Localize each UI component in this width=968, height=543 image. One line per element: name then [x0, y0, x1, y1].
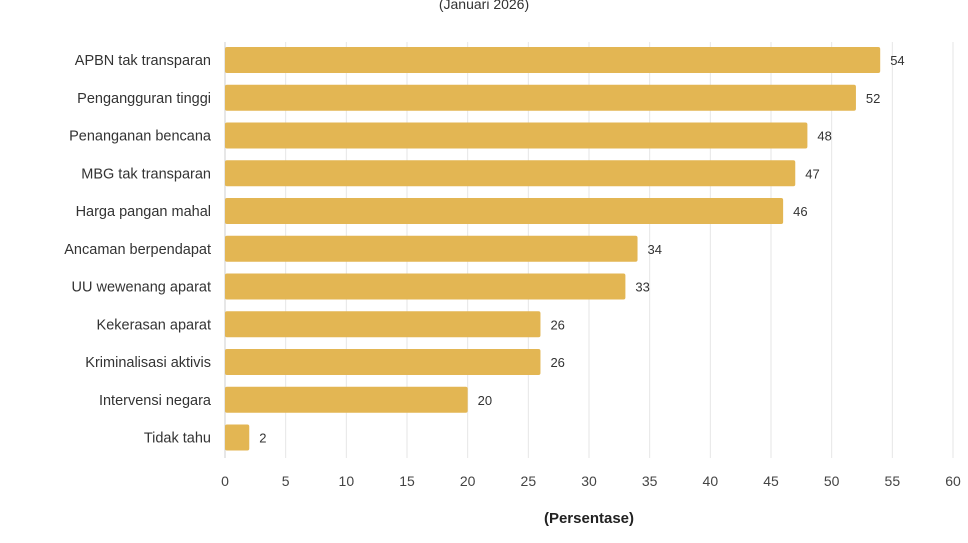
bar [225, 311, 541, 338]
category-label: Pengangguran tinggi [77, 91, 211, 107]
value-label: 33 [635, 280, 649, 295]
bars [225, 47, 881, 451]
category-label: Harga pangan mahal [76, 204, 211, 220]
value-label: 26 [550, 355, 564, 370]
x-tick-label: 60 [945, 473, 961, 489]
bar [225, 160, 796, 187]
category-label: Tidak tahu [144, 431, 211, 447]
x-tick-label: 5 [282, 473, 290, 489]
category-label: MBG tak transparan [81, 166, 211, 182]
value-label: 2 [259, 431, 266, 446]
value-label: 52 [866, 91, 880, 106]
bar [225, 386, 468, 413]
value-label: 54 [890, 53, 904, 68]
bar [225, 273, 626, 300]
x-tick-label: 10 [339, 473, 355, 489]
category-label: Intervensi negara [99, 393, 212, 409]
bar [225, 84, 856, 111]
value-label: 34 [648, 242, 662, 257]
x-tick-label: 55 [885, 473, 901, 489]
value-label: 48 [817, 129, 831, 144]
bar [225, 235, 638, 262]
bar [225, 47, 881, 73]
category-label: UU wewenang aparat [72, 280, 211, 296]
x-tick-label: 40 [703, 473, 719, 489]
value-label: 26 [550, 317, 564, 332]
x-tick-label: 35 [642, 473, 658, 489]
category-label: APBN tak transparan [75, 53, 211, 69]
bar [225, 198, 784, 224]
chart-subtitle: (Januari 2026) [438, 0, 530, 12]
x-tick-label: 25 [521, 473, 537, 489]
x-tick-label: 45 [763, 473, 779, 489]
x-tick-label: 30 [581, 473, 597, 489]
bar [225, 122, 808, 149]
x-tick-label: 20 [460, 473, 476, 489]
value-labels: 54 52 48 47 46 34 33 26 26 20 2 [259, 53, 904, 446]
category-labels: APBN tak transparan Pengangguran tinggi Pe… [64, 53, 212, 447]
x-tick-labels: 0 5 10 15 20 25 30 35 40 45 50 55 60 [221, 473, 961, 489]
category-label: Kekerasan aparat [97, 317, 211, 333]
value-label: 46 [793, 204, 807, 219]
category-label: Penanganan bencana [69, 129, 212, 145]
x-tick-label: 50 [824, 473, 840, 489]
x-tick-label: 15 [399, 473, 415, 489]
bar [225, 424, 250, 451]
value-label: 20 [478, 393, 492, 408]
category-label: Kriminalisasi aktivis [85, 355, 211, 371]
bar [225, 349, 541, 375]
value-label: 47 [805, 166, 819, 181]
category-label: Ancaman berpendapat [64, 242, 211, 258]
x-tick-label: 0 [221, 473, 229, 489]
x-axis-title: (Persentase) [544, 510, 634, 527]
